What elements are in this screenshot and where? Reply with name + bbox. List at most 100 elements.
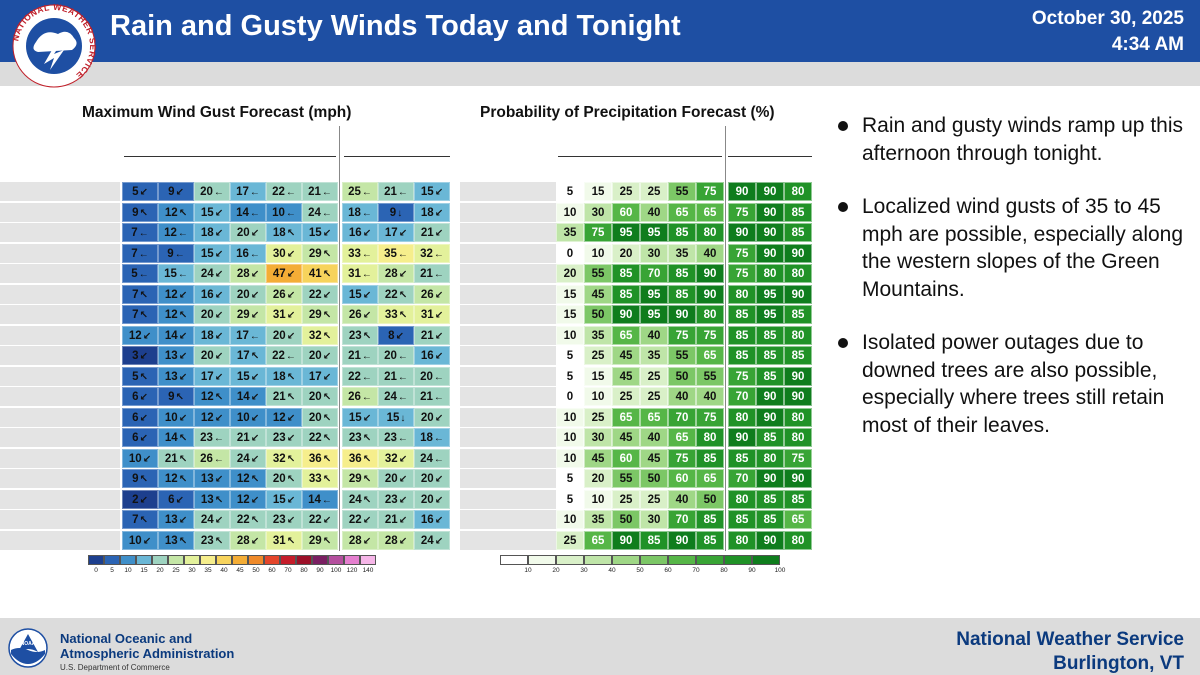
precip-pop-cell: 90 <box>696 284 724 304</box>
precip-pop-cell: 35 <box>668 243 696 263</box>
wind-gust-cell: 17← <box>230 182 266 201</box>
wind-row-bg <box>0 469 120 488</box>
wind-direction-arrow-icon: ↙ <box>214 269 224 280</box>
wind-gust-cell: 14↖ <box>158 428 194 447</box>
wind-direction-arrow-icon: ↙ <box>250 269 260 280</box>
wind-direction-arrow-icon: ↖ <box>178 474 188 485</box>
wind-gust-value: 20 <box>384 473 398 485</box>
precip-pop-cell: 80 <box>784 325 812 345</box>
wind-direction-arrow-icon: ↙ <box>286 412 296 424</box>
precip-legend-tick: 50 <box>636 567 644 574</box>
wind-gust-cell: 18↙ <box>194 325 230 345</box>
wind-direction-arrow-icon: ↖ <box>322 453 332 465</box>
wind-gust-cell: 24← <box>302 202 338 222</box>
wind-direction-arrow-icon: ↖ <box>250 515 260 526</box>
wind-gust-value: 20 <box>384 350 397 362</box>
wind-gust-cell: 10↙ <box>122 448 158 468</box>
wind-gust-cell: 13↙ <box>158 366 194 386</box>
wind-direction-arrow-icon: ↙ <box>250 433 260 444</box>
wind-legend-tick: 45 <box>236 567 244 574</box>
wind-gust-cell: 28↙ <box>378 530 414 550</box>
wind-gust-value: 14 <box>308 493 321 506</box>
wind-gust-cell: 12← <box>158 223 194 242</box>
wind-gust-cell: 20↙ <box>414 489 450 509</box>
precip-pop-cell: 90 <box>784 366 812 386</box>
precip-panel-title: Probability of Precipitation Forecast (%… <box>480 104 775 121</box>
wind-gust-cell: 47↙ <box>266 264 302 283</box>
precip-pop-cell: 75 <box>696 325 724 345</box>
precip-row-bg <box>460 387 556 406</box>
precip-pop-cell: 75 <box>728 264 756 283</box>
wind-legend-tick: 0 <box>94 567 98 574</box>
wind-gust-value: 26 <box>348 391 361 403</box>
wind-legend-swatch <box>248 555 264 565</box>
wind-gust-cell: 8↙ <box>378 325 414 345</box>
wind-gust-cell: 29↖ <box>302 530 338 550</box>
wind-row-bg <box>0 448 120 468</box>
wind-gust-value: 9 <box>389 206 397 219</box>
wind-direction-arrow-icon: ↙ <box>395 330 404 342</box>
precip-pop-cell: 85 <box>728 346 756 365</box>
wind-direction-arrow-icon: ↖ <box>178 433 188 444</box>
wind-direction-arrow-icon: ← <box>397 433 408 444</box>
wind-direction-arrow-icon: ← <box>138 269 149 280</box>
precip-row-bg <box>460 407 556 427</box>
wind-direction-arrow-icon: ↖ <box>178 310 188 321</box>
wind-direction-arrow-icon: ← <box>138 248 149 260</box>
precip-pop-cell: 80 <box>728 407 756 427</box>
bullet-dot-icon <box>838 338 848 348</box>
wind-gust-value: 8 <box>388 329 395 342</box>
precip-row-bg <box>460 469 556 488</box>
wind-direction-arrow-icon: ↙ <box>434 289 444 301</box>
wind-station-name <box>0 531 118 550</box>
wind-gust-cell: 23↖ <box>342 428 378 447</box>
precip-pop-cell: 80 <box>784 407 812 427</box>
wind-row-bg <box>0 182 120 201</box>
wind-gust-cell: 21← <box>342 346 378 365</box>
wind-legend-tick: 140 <box>362 567 374 574</box>
wind-gust-cell: 12↖ <box>194 387 230 406</box>
precip-pop-cell: 85 <box>756 325 784 345</box>
wind-direction-arrow-icon: ← <box>361 207 372 219</box>
precip-pop-cell: 85 <box>784 489 812 509</box>
wind-gust-value: 13 <box>200 493 214 506</box>
wind-gust-value: 5 <box>132 186 139 198</box>
wind-direction-arrow-icon: ↖ <box>322 412 332 424</box>
wind-gust-value: 28 <box>236 268 250 280</box>
precip-pop-cell: 90 <box>756 530 784 550</box>
precip-pop-cell: 35 <box>556 223 584 242</box>
precip-pop-cell: 15 <box>584 182 612 201</box>
wind-direction-arrow-icon: ↙ <box>362 535 372 547</box>
wind-gust-cell: 28↙ <box>342 530 378 550</box>
precip-pop-cell: 80 <box>728 489 756 509</box>
wind-gust-cell: 14← <box>302 489 338 509</box>
precip-station-name <box>460 490 556 509</box>
wind-gust-cell: 18← <box>342 202 378 222</box>
wind-gust-cell: 15↙ <box>194 243 230 263</box>
wind-legend-swatch <box>264 555 280 565</box>
precip-pop-cell: 75 <box>728 366 756 386</box>
header-stripe <box>0 62 1200 86</box>
wind-direction-arrow-icon: ↖ <box>362 330 372 342</box>
wind-legend-swatch <box>184 555 200 565</box>
bullet-dot-icon <box>838 202 848 212</box>
wind-gust-value: 22 <box>384 288 398 301</box>
wind-direction-arrow-icon: ← <box>249 248 260 260</box>
wind-station-name <box>0 510 118 529</box>
wind-direction-arrow-icon: ↖ <box>362 474 372 485</box>
wind-gust-value: 13 <box>164 370 178 383</box>
precip-pop-cell: 85 <box>668 223 696 242</box>
wind-gust-value: 14 <box>164 432 178 444</box>
precip-pop-cell: 30 <box>640 510 668 529</box>
precip-pop-cell: 40 <box>696 243 724 263</box>
precip-station-name <box>460 428 556 447</box>
precip-pop-cell: 90 <box>612 530 640 550</box>
wind-gust-value: 33 <box>384 309 398 321</box>
precip-pop-cell: 35 <box>584 510 612 529</box>
precip-row-bg <box>460 346 556 365</box>
precip-pop-cell: 45 <box>584 284 612 304</box>
wind-gust-value: 13 <box>164 350 178 362</box>
precip-pop-cell: 70 <box>728 469 756 488</box>
wind-direction-arrow-icon: ↖ <box>250 474 260 485</box>
wind-direction-arrow-icon: ↙ <box>214 371 224 383</box>
